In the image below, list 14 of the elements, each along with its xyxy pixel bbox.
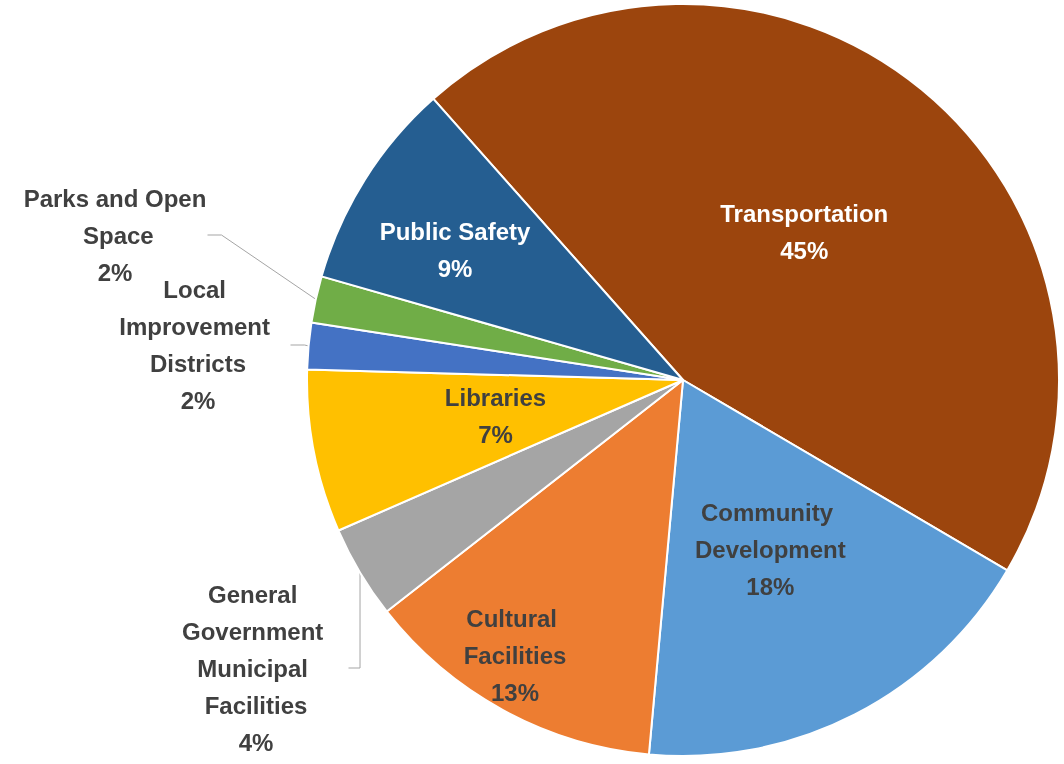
data-label: 7%	[478, 421, 513, 449]
data-label: 18%	[746, 573, 795, 601]
slice-label: Public Safety	[379, 218, 532, 245]
slice-label: Libraries	[444, 384, 547, 412]
data-label: 9%	[437, 255, 473, 282]
slice-label: Community Development	[694, 499, 846, 564]
data-label: 4%	[238, 728, 274, 756]
data-label: 2%	[180, 387, 216, 414]
data-label: 45%	[780, 237, 829, 265]
data-label: 13%	[490, 678, 540, 706]
slice-label: General Government Municipal Facilities	[181, 580, 331, 719]
slice-label: Parks and Open Space	[23, 184, 207, 249]
slice-label: Cultural Facilities	[463, 604, 567, 669]
slice-label: Transportation	[720, 200, 889, 228]
